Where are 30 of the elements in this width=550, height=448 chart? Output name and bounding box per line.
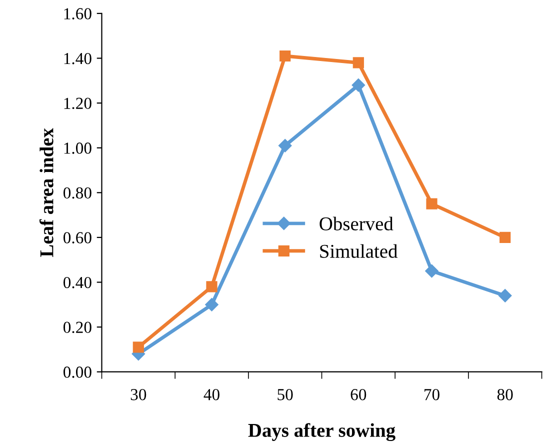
point — [426, 198, 438, 210]
legend-label: Observed — [320, 216, 394, 230]
y-tick-label: 0.20 — [63, 322, 92, 334]
x-axis-title: Days after sowing — [248, 423, 396, 442]
y-tick-label: 1.20 — [64, 98, 92, 110]
point — [352, 57, 364, 68]
point — [352, 78, 366, 92]
x-tick-label: 60 — [350, 388, 366, 400]
point — [278, 139, 292, 152]
legend-label: Simulated — [320, 244, 398, 258]
y-tick-label: 0.80 — [63, 187, 92, 199]
x-tick-label: 70 — [424, 388, 440, 400]
x-tick-label: 40 — [204, 388, 220, 400]
point — [498, 289, 512, 302]
y-tick-label: 0.40 — [63, 276, 92, 288]
y-tick-label: 1.40 — [64, 52, 92, 64]
point — [425, 264, 438, 278]
y-tick-label: 1.60 — [64, 8, 92, 20]
point — [280, 50, 291, 62]
point — [500, 232, 511, 243]
point — [132, 342, 144, 353]
y-axis-title: Leaf area index — [39, 128, 54, 257]
point — [206, 281, 218, 292]
y-tick-label: 0.60 — [63, 232, 92, 244]
x-tick-label: 30 — [130, 388, 146, 400]
x-tick-label: 50 — [278, 388, 293, 400]
x-tick-label: 80 — [497, 388, 513, 400]
y-tick-label: 0.00 — [63, 366, 92, 378]
y-tick-label: 1.00 — [64, 142, 92, 154]
point — [205, 298, 218, 312]
